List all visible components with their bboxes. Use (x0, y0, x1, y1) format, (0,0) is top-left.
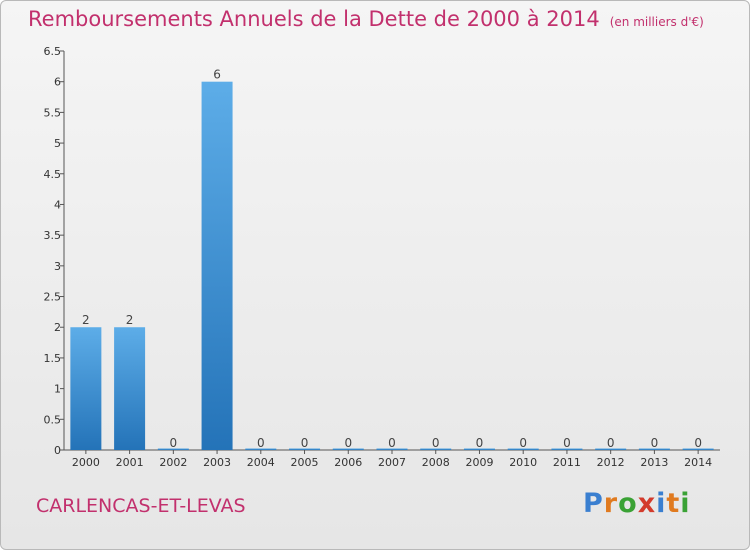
y-tick-label: 2 (54, 321, 61, 334)
x-tick-label: 2013 (640, 456, 668, 469)
logo-letter: r (603, 488, 619, 519)
y-tick-label: 0.5 (44, 413, 62, 426)
x-tick-label: 2012 (597, 456, 625, 469)
bar-2004 (245, 448, 277, 450)
proxiti-logo: Proxiti (583, 488, 691, 519)
y-axis: 0 0.5 1 1.5 2 2.5 3 3.5 4 4.5 5 5.5 6 6.5 (44, 45, 65, 457)
data-label-2004: 0 (257, 436, 265, 450)
y-tick-label: 3 (54, 260, 61, 273)
bar-2013 (638, 448, 670, 450)
x-tick-label: 2010 (509, 456, 537, 469)
data-label-2000: 2 (82, 313, 90, 327)
y-tick-label: 1 (54, 383, 61, 396)
bar-2001 (114, 327, 146, 450)
x-tick-label: 2006 (334, 456, 362, 469)
bar-2005 (289, 448, 321, 450)
x-tick-label: 2005 (291, 456, 319, 469)
x-tick-label: 2009 (465, 456, 493, 469)
data-label-2014: 0 (694, 436, 702, 450)
y-tick-label: 5.5 (44, 106, 62, 119)
data-label-2002: 0 (170, 436, 178, 450)
y-tick-label: 4 (54, 198, 61, 211)
y-tick-label: 5 (54, 137, 61, 150)
data-label-2006: 0 (344, 436, 352, 450)
y-tick-label: 2.5 (44, 291, 62, 304)
x-axis: 2000 2001 2002 2003 2004 2005 2006 2007 2008 2009… (64, 449, 720, 469)
data-label-2005: 0 (301, 436, 309, 450)
data-label-2007: 0 (388, 436, 396, 450)
bar-2000 (70, 327, 102, 450)
bar-2003 (201, 81, 233, 450)
logo-letter: x (637, 488, 657, 519)
chart-unit: (en milliers d'€) (609, 15, 704, 29)
bar-2008 (420, 448, 452, 450)
data-label-2003: 6 (213, 68, 221, 82)
x-tick-label: 2000 (72, 456, 100, 469)
y-tick-label: 1.5 (44, 352, 62, 365)
chart-title-text: Remboursements Annuels de la Dette de 20… (28, 7, 600, 31)
x-tick-label: 2007 (378, 456, 406, 469)
data-label-2009: 0 (476, 436, 484, 450)
data-label-2011: 0 (563, 436, 571, 450)
bar-2014 (682, 448, 714, 450)
x-tick-label: 2001 (116, 456, 144, 469)
bar-2002 (157, 448, 189, 450)
x-tick-label: 2003 (203, 456, 231, 469)
y-tick-label: 3.5 (44, 229, 62, 242)
commune-name: CARLENCAS-ET-LEVAS (36, 495, 246, 517)
bars (70, 81, 714, 450)
logo-letter: i (680, 488, 691, 519)
logo-letter: t (666, 488, 681, 519)
data-label-2012: 0 (607, 436, 615, 450)
y-tick-label: 6 (54, 76, 61, 89)
logo-letter: o (618, 488, 638, 519)
logo-letter: P (583, 488, 604, 519)
x-tick-label: 2004 (247, 456, 275, 469)
data-label-2013: 0 (651, 436, 659, 450)
x-tick-label: 2011 (553, 456, 581, 469)
x-tick-label: 2014 (684, 456, 712, 469)
data-label-2001: 2 (126, 313, 134, 327)
bar-2010 (507, 448, 539, 450)
data-label-2010: 0 (519, 436, 527, 450)
bar-2006 (332, 448, 364, 450)
y-tick-label: 4.5 (44, 168, 62, 181)
x-tick-label: 2008 (422, 456, 450, 469)
data-label-2008: 0 (432, 436, 440, 450)
x-tick-label: 2002 (159, 456, 187, 469)
data-labels: 2 2 0 6 0 0 0 0 0 0 0 0 0 0 0 (82, 68, 702, 450)
y-tick-label: 6.5 (44, 45, 62, 58)
chart-title: Remboursements Annuels de la Dette de 20… (28, 7, 704, 31)
bar-2007 (376, 448, 408, 450)
y-tick-label: 0 (54, 444, 61, 457)
bar-2009 (463, 448, 495, 450)
logo-letter: i (656, 488, 667, 519)
bar-2011 (551, 448, 583, 450)
bar-2012 (595, 448, 627, 450)
